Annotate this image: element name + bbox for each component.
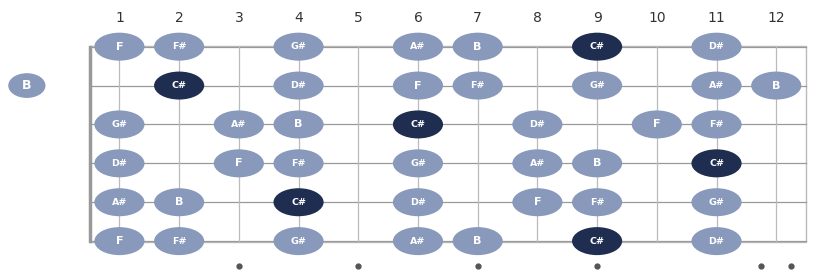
Ellipse shape <box>274 72 324 100</box>
Text: C#: C# <box>590 42 605 51</box>
Ellipse shape <box>572 72 622 100</box>
Ellipse shape <box>691 110 742 138</box>
Text: G#: G# <box>709 198 724 207</box>
Ellipse shape <box>94 110 144 138</box>
Text: 10: 10 <box>648 10 666 25</box>
Ellipse shape <box>274 33 324 61</box>
Ellipse shape <box>393 33 443 61</box>
Ellipse shape <box>94 149 144 177</box>
Text: B: B <box>294 120 302 129</box>
Text: 1: 1 <box>115 10 124 25</box>
Text: 8: 8 <box>533 10 542 25</box>
Ellipse shape <box>572 149 622 177</box>
Ellipse shape <box>213 110 264 138</box>
Ellipse shape <box>691 149 742 177</box>
Ellipse shape <box>572 33 622 61</box>
Ellipse shape <box>691 227 742 255</box>
Ellipse shape <box>274 149 324 177</box>
Text: G#: G# <box>111 120 128 129</box>
Ellipse shape <box>154 72 204 100</box>
Ellipse shape <box>751 72 801 100</box>
Ellipse shape <box>572 188 622 216</box>
Text: B: B <box>175 197 183 207</box>
Text: A#: A# <box>232 120 246 129</box>
Text: 11: 11 <box>708 10 725 25</box>
Ellipse shape <box>274 227 324 255</box>
Text: G#: G# <box>291 237 307 246</box>
Text: C#: C# <box>590 237 605 246</box>
Text: 12: 12 <box>767 10 785 25</box>
Text: D#: D# <box>410 198 426 207</box>
Text: F: F <box>534 197 541 207</box>
Ellipse shape <box>572 227 622 255</box>
Text: F: F <box>235 158 242 168</box>
Ellipse shape <box>513 149 563 177</box>
Text: 5: 5 <box>353 10 363 25</box>
Text: C#: C# <box>291 198 306 207</box>
Ellipse shape <box>452 33 503 61</box>
Text: D#: D# <box>530 120 545 129</box>
Text: B: B <box>22 79 31 92</box>
Text: 4: 4 <box>294 10 303 25</box>
Text: D#: D# <box>111 159 128 168</box>
Text: 3: 3 <box>235 10 243 25</box>
Text: F: F <box>414 81 422 90</box>
Text: 2: 2 <box>175 10 184 25</box>
Text: 7: 7 <box>473 10 482 25</box>
Text: F: F <box>115 42 123 52</box>
Ellipse shape <box>274 110 324 138</box>
Text: C#: C# <box>410 120 425 129</box>
Text: F: F <box>115 236 123 246</box>
Text: G#: G# <box>291 42 307 51</box>
Text: 9: 9 <box>592 10 602 25</box>
Ellipse shape <box>94 188 144 216</box>
Ellipse shape <box>632 110 682 138</box>
Ellipse shape <box>154 227 204 255</box>
Ellipse shape <box>154 33 204 61</box>
Text: D#: D# <box>291 81 307 90</box>
Text: F#: F# <box>172 237 186 246</box>
Text: F#: F# <box>292 159 306 168</box>
Bar <box>90 46 806 242</box>
Ellipse shape <box>393 188 443 216</box>
Ellipse shape <box>274 188 324 216</box>
Text: D#: D# <box>709 42 724 51</box>
Text: 6: 6 <box>414 10 423 25</box>
Ellipse shape <box>691 72 742 100</box>
Text: B: B <box>474 42 482 52</box>
Text: B: B <box>772 81 780 90</box>
Text: F#: F# <box>471 81 485 90</box>
Ellipse shape <box>393 149 443 177</box>
Text: A#: A# <box>410 42 426 51</box>
Text: A#: A# <box>530 159 545 168</box>
Text: D#: D# <box>709 237 724 246</box>
Text: G#: G# <box>589 81 605 90</box>
Ellipse shape <box>691 188 742 216</box>
Ellipse shape <box>154 188 204 216</box>
Text: F#: F# <box>709 120 723 129</box>
Ellipse shape <box>94 33 144 61</box>
Text: B: B <box>474 236 482 246</box>
Text: G#: G# <box>410 159 426 168</box>
Ellipse shape <box>513 188 563 216</box>
Ellipse shape <box>452 227 503 255</box>
Text: F#: F# <box>590 198 604 207</box>
Ellipse shape <box>393 72 443 100</box>
Circle shape <box>9 74 44 97</box>
Text: A#: A# <box>112 198 127 207</box>
Ellipse shape <box>393 227 443 255</box>
Text: C#: C# <box>171 81 186 90</box>
Text: A#: A# <box>709 81 724 90</box>
Ellipse shape <box>213 149 264 177</box>
Text: B: B <box>593 158 602 168</box>
Ellipse shape <box>94 227 144 255</box>
Ellipse shape <box>513 110 563 138</box>
Text: F: F <box>653 120 661 129</box>
Ellipse shape <box>393 110 443 138</box>
Ellipse shape <box>452 72 503 100</box>
Ellipse shape <box>691 33 742 61</box>
Text: A#: A# <box>410 237 426 246</box>
Text: F#: F# <box>172 42 186 51</box>
Text: C#: C# <box>709 159 724 168</box>
